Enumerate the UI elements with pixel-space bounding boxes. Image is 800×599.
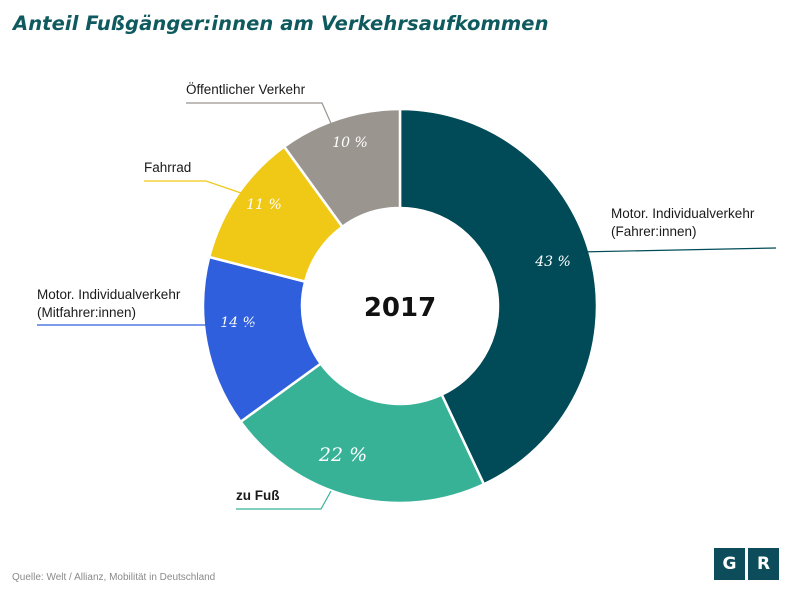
center-year-label: 2017 <box>364 293 436 323</box>
leader-line-walking <box>236 490 332 510</box>
slice-public-transport <box>282 107 402 229</box>
value-label-bicycle: 11 % <box>246 197 282 213</box>
logo-letter-r: R <box>748 548 779 580</box>
value-label-motorized-driver: 43 % <box>534 254 571 270</box>
category-label-bicycle: Fahrrad <box>144 160 191 175</box>
leader-line-bicycle <box>144 180 242 194</box>
slice-motorized-driver <box>398 107 599 486</box>
slice-walking <box>238 361 486 505</box>
logo-letter-g: G <box>714 548 745 580</box>
source-note: Quelle: Welt / Allianz, Mobilität in Deu… <box>12 572 216 583</box>
leader-line-public-transport <box>186 102 334 129</box>
value-label-motorized-passenger: 14 % <box>220 315 256 331</box>
gr-logo: G R <box>714 548 779 580</box>
value-label-public-transport: 10 % <box>332 135 368 151</box>
value-label-walking: 22 % <box>318 444 367 466</box>
category-label-motorized-driver: Motor. Individualverkehr (Fahrer:innen) <box>611 206 755 239</box>
category-label-motorized-passenger: Motor. Individualverkehr (Mitfahrer:innen… <box>37 287 181 320</box>
chart-title: Anteil Fußgänger:innen am Verkehrsaufkom… <box>13 12 549 35</box>
category-label-public-transport: Öffentlicher Verkehr <box>186 82 306 97</box>
leader-line-motorized-driver <box>577 247 777 253</box>
category-label-walking: zu Fuß <box>236 488 280 503</box>
